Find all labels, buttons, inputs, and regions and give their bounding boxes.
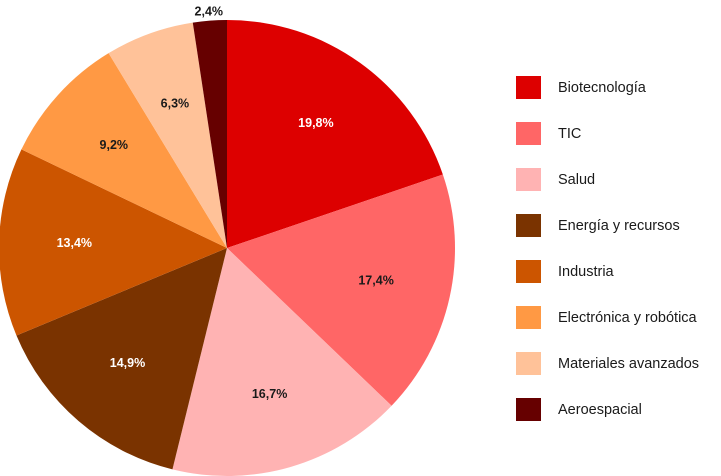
legend-label: Biotecnología: [558, 79, 646, 96]
legend-item: Salud: [516, 168, 721, 191]
legend-label: Electrónica y robótica: [558, 309, 697, 326]
legend-label: Materiales avanzados: [558, 355, 700, 372]
pie-slice: [172, 248, 392, 476]
pie-slice: [227, 19, 443, 248]
legend-item: Energía y recursos: [516, 214, 721, 237]
legend-item: Materiales avanzados: [516, 352, 721, 375]
slice-label: 17,4%: [358, 273, 393, 287]
slice-label: 19,8%: [298, 116, 333, 130]
legend-label: Energía y recursos: [558, 217, 680, 234]
slice-label: 9,2%: [100, 138, 129, 152]
legend-label: Aeroespacial: [558, 401, 642, 418]
legend-item: TIC: [516, 122, 721, 145]
slice-label: 13,4%: [57, 236, 92, 250]
slice-label: 14,9%: [110, 356, 145, 370]
legend-swatch: [516, 306, 541, 329]
slice-label: 16,7%: [252, 387, 287, 401]
legend-label: TIC: [558, 125, 582, 142]
legend-item: Aeroespacial: [516, 398, 721, 421]
legend-swatch: [516, 260, 541, 283]
legend-swatch: [516, 168, 541, 191]
legend-item: Industria: [516, 260, 721, 283]
legend-label: Salud: [558, 171, 596, 188]
legend-swatch: [516, 214, 541, 237]
pie-slice: [227, 174, 456, 406]
pie-slice: [192, 20, 227, 248]
legend-item: Electrónica y robótica: [516, 306, 721, 329]
legend: Biotecnología TIC Salud Energía y recurs…: [516, 76, 721, 444]
legend-label: Industria: [558, 263, 614, 280]
legend-swatch: [516, 352, 541, 375]
pie-slice: [108, 22, 227, 248]
legend-swatch: [516, 398, 541, 421]
slice-label: 6,3%: [161, 97, 190, 111]
pie-slice: [21, 53, 228, 248]
pie-slice: [16, 248, 228, 470]
pie-slice: [0, 149, 227, 336]
legend-swatch: [516, 76, 541, 99]
legend-item: Biotecnología: [516, 76, 721, 99]
legend-swatch: [516, 122, 541, 145]
slice-label: 2,4%: [195, 4, 224, 18]
